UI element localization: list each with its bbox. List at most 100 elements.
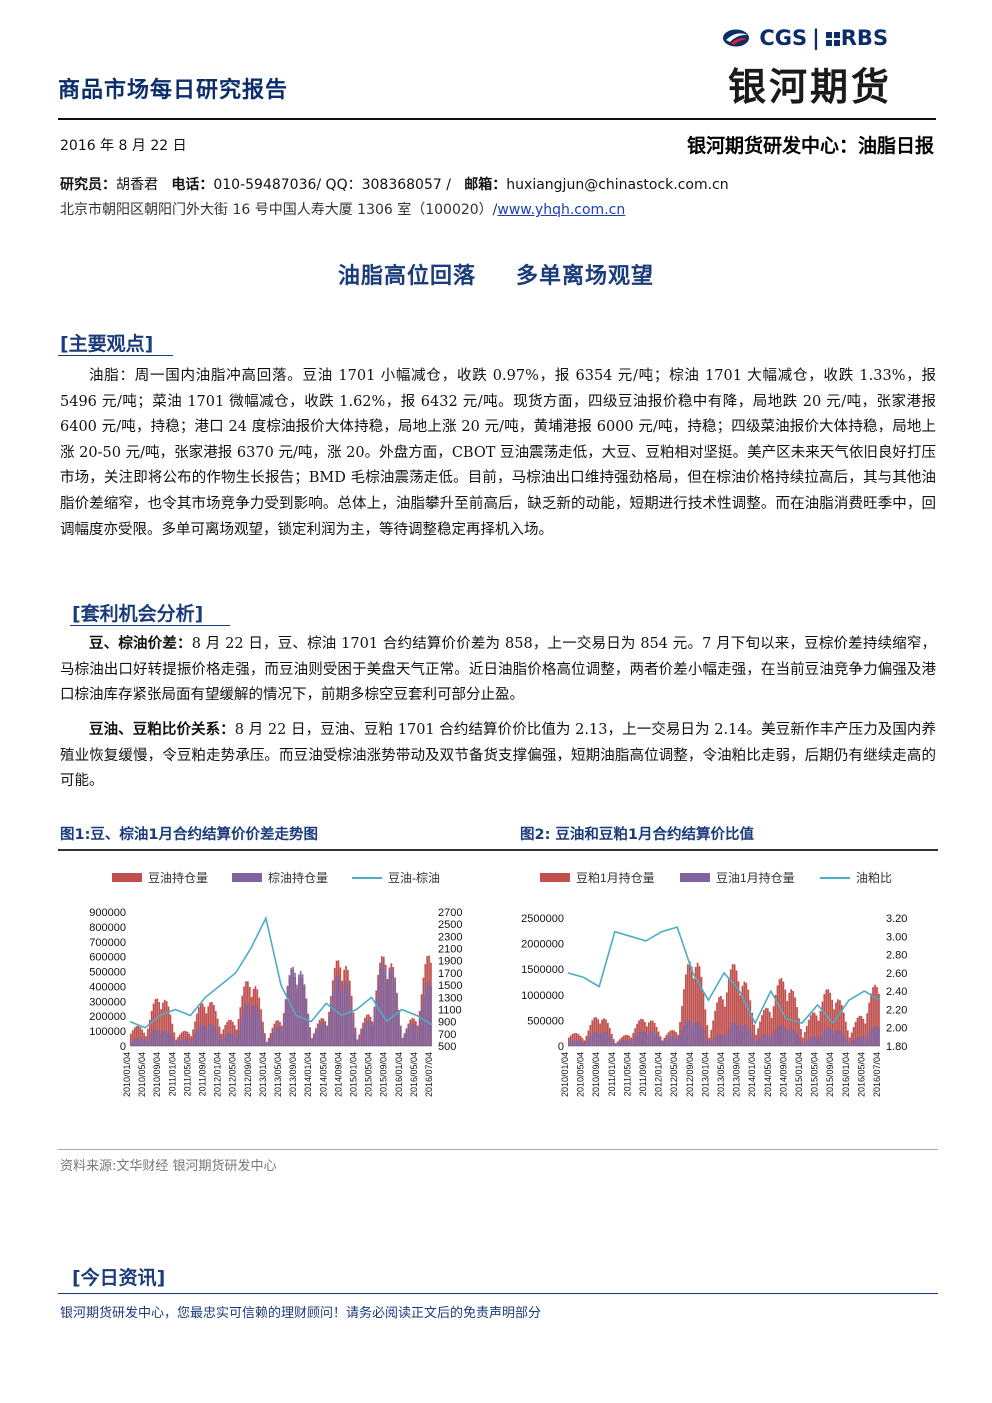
chart1-bar-棕油持仓量 (224, 1035, 227, 1046)
chart1-x-tick: 2010/09/04 (152, 1052, 162, 1097)
chart1-bar-棕油持仓量 (320, 1021, 323, 1046)
chart1-bar-棕油持仓量 (305, 998, 308, 1046)
chart2-bar-豆油1月持仓量 (694, 1022, 697, 1046)
chart2-bar-豆油1月持仓量 (854, 1038, 857, 1046)
chart2-bar-豆油1月持仓量 (770, 1037, 773, 1046)
chart2-bar-豆油1月持仓量 (661, 1041, 664, 1046)
chart1-bar-棕油持仓量 (371, 1025, 374, 1046)
chart2-bar-豆油1月持仓量 (798, 1037, 800, 1046)
chart2-bar-豆油1月持仓量 (722, 1035, 724, 1046)
chart1-bar-棕油持仓量 (222, 1037, 225, 1046)
chart2-bar-豆油1月持仓量 (642, 1030, 644, 1046)
chart2-x-tick: 2014/05/04 (763, 1052, 773, 1097)
chart1-bar-豆油持仓量 (186, 1031, 189, 1046)
chart1-legend-swatch-0 (112, 873, 142, 882)
chart2-bar-豆油1月持仓量 (776, 1027, 779, 1046)
chart2-bar-豆粕1月持仓量 (749, 1000, 752, 1046)
chart2-bar-豆油1月持仓量 (774, 1030, 777, 1046)
chart1-bar-豆油持仓量 (192, 1029, 194, 1046)
chart1-bar-豆油持仓量 (141, 1029, 144, 1046)
chart2-bar-豆油1月持仓量 (628, 1040, 631, 1046)
chart1-bar-棕油持仓量 (360, 1032, 362, 1046)
chart2-yright-tick: 3.20 (886, 913, 907, 925)
chart2-bar-豆粕1月持仓量 (798, 1018, 800, 1046)
figure2-title: 图2: 豆油和豆粕1月合约结算价比值 (520, 827, 755, 843)
today-news-title: [今日资讯] (72, 1267, 166, 1289)
chart2-bar-豆粕1月持仓量 (792, 990, 795, 1046)
chart1-bar-豆油持仓量 (160, 1009, 162, 1046)
chart2-bar-豆油1月持仓量 (813, 1036, 816, 1046)
chart1-x-tick: 2014/05/04 (318, 1052, 328, 1097)
arbitrage-paragraph-2: 豆油、豆粕比价关系：8 月 22 日，豆油、豆粕 1701 合约结算价价比值为 … (60, 718, 936, 795)
chart1-bar-棕油持仓量 (392, 971, 395, 1046)
chart2-bar-豆粕1月持仓量 (809, 1015, 812, 1046)
chart2-x-tick: 2015/05/04 (810, 1052, 820, 1097)
chart2-bar-豆油1月持仓量 (727, 1029, 730, 1046)
chart1-yright-tick: 1500 (438, 980, 462, 992)
chart1-bar-棕油持仓量 (384, 969, 387, 1046)
chart2-bar-豆油1月持仓量 (835, 1030, 837, 1046)
chart2-bar-豆油1月持仓量 (620, 1040, 623, 1046)
chart1-bar-棕油持仓量 (254, 1004, 257, 1046)
website-link[interactable]: www.yhqh.com.cn (497, 202, 626, 218)
chart2-bar-豆油1月持仓量 (850, 1041, 853, 1046)
chart2-bar-豆粕1月持仓量 (800, 1028, 802, 1046)
chart2-yleft-tick: 2500000 (521, 913, 564, 925)
chart2-bar-豆油1月持仓量 (862, 1037, 865, 1046)
chart1-bar-豆油持仓量 (235, 1029, 238, 1046)
brand-separator: | (812, 26, 820, 50)
chart1-bar-棕油持仓量 (352, 1019, 355, 1046)
chart1-bar-棕油持仓量 (299, 970, 302, 1046)
chart1-bar-棕油持仓量 (282, 1017, 285, 1046)
chart2-bar-豆粕1月持仓量 (763, 1010, 765, 1046)
chart1-bar-棕油持仓量 (297, 974, 300, 1046)
chart1-bar-棕油持仓量 (239, 1022, 242, 1046)
chart2-x-tick: 2012/09/04 (685, 1052, 695, 1097)
chart1-bar-棕油持仓量 (186, 1038, 189, 1046)
chart1-x-tick: 2015/09/04 (379, 1052, 389, 1097)
main-view-paragraph: 油脂：周一国内油脂冲高回落。豆油 1701 小幅减仓，收跌 0.97%，报 63… (60, 364, 936, 543)
chart1-bar-棕油持仓量 (203, 1026, 206, 1046)
chart2-bar-豆粕1月持仓量 (739, 995, 742, 1046)
address-text: 北京市朝阳区朝阳门外大街 16 号中国人寿大厦 1306 室（100020）/ (60, 202, 498, 218)
chart1-bar-豆油持仓量 (188, 1033, 191, 1046)
chart1-yright-tick: 1900 (438, 956, 462, 968)
chart2-yleft-tick: 1000000 (521, 990, 564, 1002)
chart1-bar-棕油持仓量 (418, 1019, 421, 1046)
rbs-logo-icon (825, 32, 840, 46)
chart2-bar-豆粕1月持仓量 (757, 1028, 759, 1046)
chart2-bar-豆油1月持仓量 (638, 1031, 640, 1046)
chart1-bar-豆油持仓量 (158, 1002, 161, 1046)
chart1-bar-棕油持仓量 (196, 1029, 198, 1046)
chart2-bar-豆油1月持仓量 (585, 1040, 588, 1046)
chart1-yright-tick: 1300 (438, 992, 462, 1004)
chart2-bar-豆粕1月持仓量 (768, 1011, 771, 1046)
chart1-bar-棕油持仓量 (220, 1039, 223, 1046)
chart1-legend-label-2: 豆油-棕油 (388, 870, 440, 885)
chart1-bar-豆油持仓量 (139, 1027, 142, 1046)
chart2-bar-豆油1月持仓量 (569, 1040, 572, 1046)
chart1-bar-棕油持仓量 (341, 992, 344, 1046)
chart1-bar-棕油持仓量 (194, 1033, 196, 1046)
chart2-bar-豆油1月持仓量 (649, 1030, 652, 1046)
chart1-bar-豆油持仓量 (148, 1019, 151, 1046)
chart1-x-tick: 2016/07/04 (424, 1052, 434, 1097)
chart2-x-tick: 2012/01/04 (654, 1052, 664, 1097)
chart2-bar-豆粕1月持仓量 (786, 1000, 789, 1046)
chart1-bar-棕油持仓量 (260, 1020, 262, 1046)
chart1-x-tick: 2012/09/04 (243, 1052, 253, 1097)
chart2-bar-豆油1月持仓量 (725, 1033, 728, 1046)
chart1-bar-棕油持仓量 (388, 971, 391, 1046)
chart1-legend-label-1: 棕油持仓量 (268, 870, 328, 885)
chart1-bar-棕油持仓量 (245, 1002, 247, 1046)
chart2-bar-豆油1月持仓量 (759, 1037, 761, 1046)
chart2-bar-豆粕1月持仓量 (870, 993, 873, 1046)
chart2-bar-豆油1月持仓量 (866, 1035, 869, 1046)
chart1-bar-棕油持仓量 (398, 1012, 400, 1046)
chart2-bar-豆粕1月持仓量 (720, 995, 722, 1046)
chart2-bar-豆粕1月持仓量 (772, 1006, 775, 1046)
chart2-bar-豆油1月持仓量 (755, 1041, 757, 1046)
chart1-bar-棕油持仓量 (277, 1025, 279, 1046)
chart1-bar-棕油持仓量 (420, 1007, 423, 1046)
chart2-bar-豆油1月持仓量 (571, 1039, 574, 1046)
